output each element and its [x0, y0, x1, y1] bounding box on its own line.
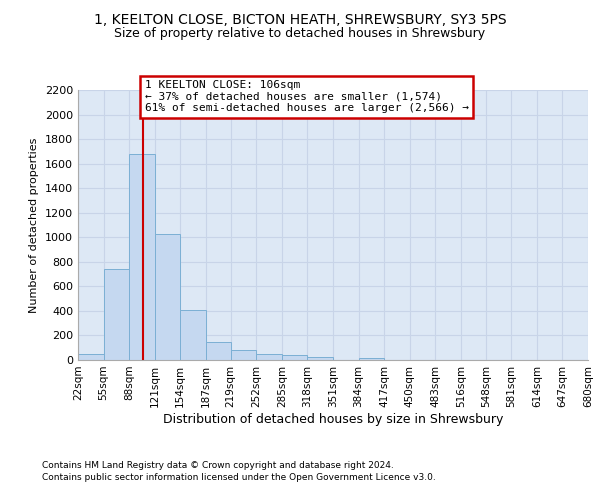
Text: Size of property relative to detached houses in Shrewsbury: Size of property relative to detached ho… — [115, 28, 485, 40]
Text: 1, KEELTON CLOSE, BICTON HEATH, SHREWSBURY, SY3 5PS: 1, KEELTON CLOSE, BICTON HEATH, SHREWSBU… — [94, 12, 506, 26]
X-axis label: Distribution of detached houses by size in Shrewsbury: Distribution of detached houses by size … — [163, 412, 503, 426]
Bar — [256, 354, 282, 360]
Bar — [206, 342, 230, 360]
Bar — [129, 154, 155, 360]
Text: 1 KEELTON CLOSE: 106sqm
← 37% of detached houses are smaller (1,574)
61% of semi: 1 KEELTON CLOSE: 106sqm ← 37% of detache… — [145, 80, 469, 114]
Bar — [359, 358, 384, 360]
Y-axis label: Number of detached properties: Number of detached properties — [29, 138, 40, 312]
Bar — [155, 234, 181, 360]
Bar — [307, 357, 333, 360]
Bar — [181, 310, 206, 360]
Text: Contains HM Land Registry data © Crown copyright and database right 2024.: Contains HM Land Registry data © Crown c… — [42, 461, 394, 470]
Text: Contains public sector information licensed under the Open Government Licence v3: Contains public sector information licen… — [42, 474, 436, 482]
Bar — [230, 350, 256, 360]
Bar — [104, 269, 129, 360]
Bar — [78, 354, 104, 360]
Bar — [282, 355, 307, 360]
